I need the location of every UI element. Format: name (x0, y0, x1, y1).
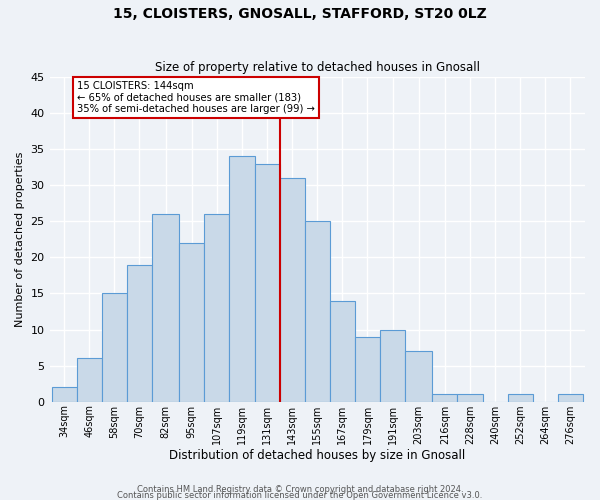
Bar (254, 164, 280, 402)
Bar (280, 178, 305, 402)
Bar (355, 336, 380, 402)
X-axis label: Distribution of detached houses by size in Gnosall: Distribution of detached houses by size … (169, 450, 466, 462)
Text: Contains HM Land Registry data © Crown copyright and database right 2024.: Contains HM Land Registry data © Crown c… (137, 485, 463, 494)
Bar (152, 214, 179, 402)
Bar (102, 294, 127, 402)
Bar (330, 300, 355, 402)
Bar (433, 394, 457, 402)
Bar (558, 394, 583, 402)
Bar (405, 351, 433, 402)
Bar (205, 214, 229, 402)
Bar (179, 243, 205, 402)
Bar (77, 358, 102, 402)
Text: Contains public sector information licensed under the Open Government Licence v3: Contains public sector information licen… (118, 490, 482, 500)
Bar (508, 394, 533, 402)
Text: 15 CLOISTERS: 144sqm
← 65% of detached houses are smaller (183)
35% of semi-deta: 15 CLOISTERS: 144sqm ← 65% of detached h… (77, 80, 314, 114)
Y-axis label: Number of detached properties: Number of detached properties (15, 152, 25, 327)
Bar (380, 330, 405, 402)
Bar (52, 387, 77, 402)
Text: 15, CLOISTERS, GNOSALL, STAFFORD, ST20 0LZ: 15, CLOISTERS, GNOSALL, STAFFORD, ST20 0… (113, 8, 487, 22)
Bar (457, 394, 482, 402)
Bar (229, 156, 254, 402)
Title: Size of property relative to detached houses in Gnosall: Size of property relative to detached ho… (155, 62, 480, 74)
Bar (305, 222, 330, 402)
Bar (127, 264, 152, 402)
